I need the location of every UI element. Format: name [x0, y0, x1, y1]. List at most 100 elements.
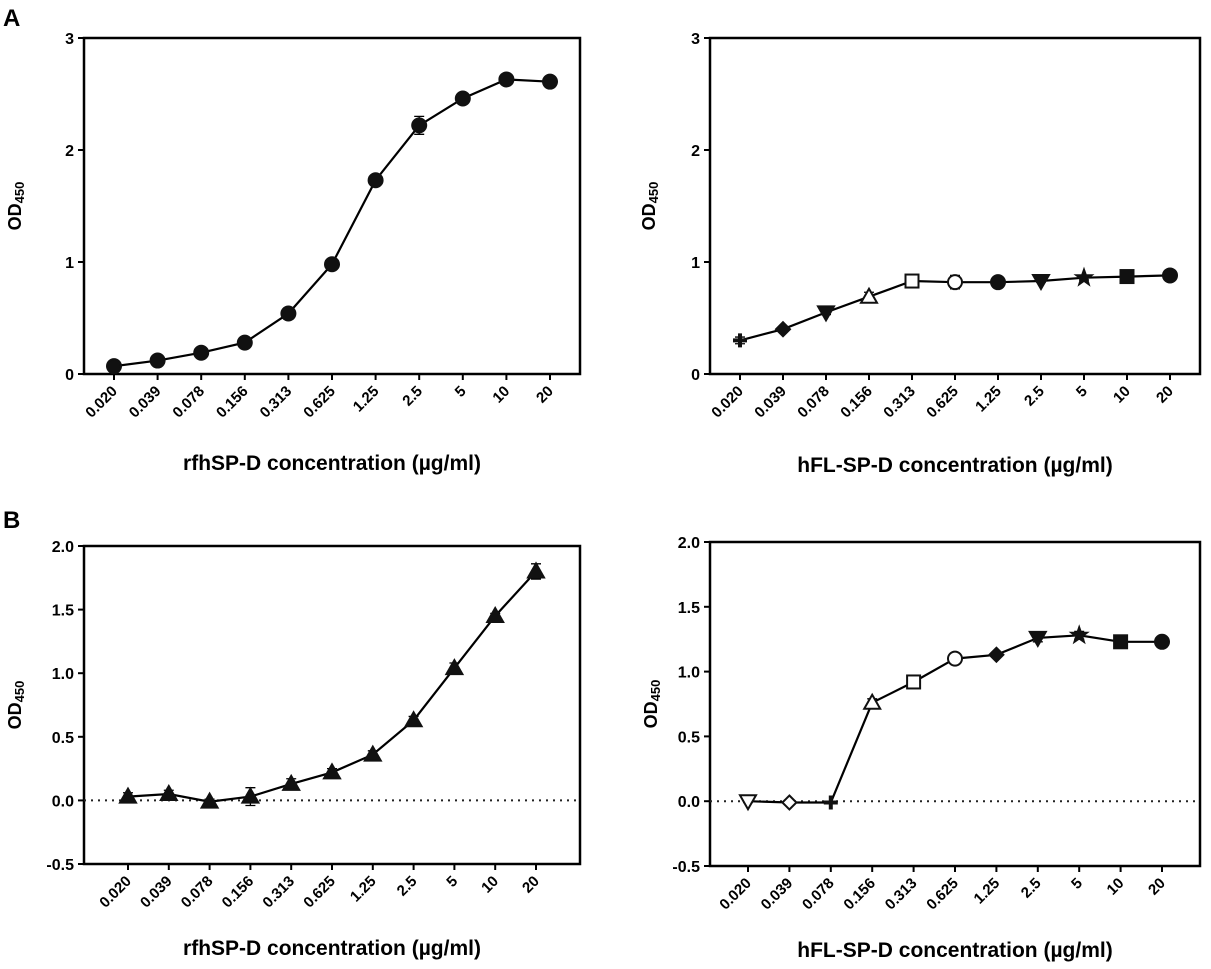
- x-tick-label: 20: [533, 383, 557, 407]
- data-point: [1113, 634, 1129, 650]
- x-tick-label: 0.313: [882, 875, 921, 914]
- y-axis-label: OD450: [5, 681, 28, 730]
- data-point: [363, 744, 383, 762]
- y-tick-label: 0.0: [678, 794, 700, 811]
- data-point: [1031, 274, 1051, 292]
- x-tick-label: 1.25: [350, 383, 383, 416]
- y-tick-label: 2.0: [52, 539, 74, 556]
- data-point: [1119, 269, 1135, 285]
- x-tick-label: 5: [452, 383, 470, 401]
- x-tick-label: 0.039: [751, 383, 790, 422]
- plot-frame: [82, 544, 582, 866]
- x-tick-label: 0.020: [96, 873, 135, 912]
- x-tick-label: 0.078: [178, 873, 217, 912]
- data-point: [281, 773, 301, 791]
- x-tick-label: 2.5: [399, 383, 426, 410]
- y-axis-label-sub: 450: [12, 182, 27, 204]
- data-point: [542, 73, 558, 90]
- data-point: [367, 172, 384, 189]
- y-tick-label: 1.0: [678, 665, 700, 682]
- y-axis-label-sub: 450: [646, 182, 661, 204]
- data-point: [498, 71, 515, 88]
- x-tick-label: 0.313: [880, 383, 919, 422]
- data-point: [823, 795, 838, 810]
- data-point: [454, 90, 471, 107]
- y-tick-label: 0: [65, 367, 74, 384]
- y-tick-label: 1: [691, 255, 700, 272]
- x-tick-label: 0.078: [169, 383, 208, 422]
- data-point: [774, 320, 792, 338]
- y-axis-label-main: OD: [5, 702, 25, 729]
- y-tick-label: 1.5: [678, 600, 700, 617]
- y-tick-label: 1.0: [52, 666, 74, 683]
- x-tick-label: 0.313: [259, 873, 298, 912]
- x-tick-label: 0.039: [137, 873, 176, 912]
- x-tick-label: 0.313: [257, 383, 296, 422]
- data-point: [862, 692, 882, 710]
- x-tick-label: 2.5: [1018, 875, 1045, 902]
- y-tick-label: -0.5: [46, 857, 74, 874]
- series-line: [113, 78, 551, 368]
- data-point: [733, 333, 747, 348]
- y-tick-label: 2.0: [678, 535, 700, 552]
- y-tick-label: 0.5: [678, 729, 700, 746]
- x-tick-label: 0.625: [923, 875, 962, 914]
- y-tick-label: 2: [691, 143, 700, 160]
- x-tick-label: 0.020: [708, 383, 747, 422]
- x-tick-label: 0.156: [213, 383, 252, 422]
- x-axis-label: rfhSP-D concentration (µg/ml): [183, 937, 481, 960]
- x-tick-label: 0.156: [219, 873, 258, 912]
- y-tick-label: 1.5: [52, 603, 74, 620]
- x-tick-label: 0.156: [837, 383, 876, 422]
- x-tick-label: 0.020: [82, 383, 121, 422]
- chart-b-hflspd: -0.50.00.51.01.52.00.020 0.039 0.078 0.156 0…: [641, 535, 1202, 962]
- data-point: [411, 117, 428, 134]
- x-tick-label: 2.5: [394, 873, 421, 900]
- y-tick-label: -0.5: [672, 859, 700, 876]
- y-axis-label: OD450: [639, 182, 662, 231]
- x-tick-label: 20: [519, 873, 543, 897]
- data-point: [106, 358, 122, 375]
- y-axis-label-sub: 450: [12, 681, 27, 703]
- data-point: [322, 762, 342, 780]
- x-tick-label: 0.039: [126, 383, 165, 422]
- y-tick-label: 0: [691, 367, 700, 384]
- data-point: [444, 658, 465, 676]
- y-tick-label: 1: [65, 255, 74, 272]
- data-point: [738, 794, 758, 812]
- data-point: [947, 650, 963, 667]
- data-point: [906, 674, 922, 690]
- x-tick-label: 0.039: [758, 875, 797, 914]
- panel-label-a: A: [3, 5, 20, 32]
- x-axis-label: rfhSP-D concentration (µg/ml): [183, 452, 481, 475]
- data-point: [280, 305, 297, 322]
- data-point: [904, 273, 920, 289]
- y-tick-label: 3: [65, 31, 74, 48]
- x-tick-label: 2.5: [1021, 383, 1048, 410]
- data-point: [526, 561, 546, 579]
- x-tick-label: 1.25: [971, 875, 1004, 908]
- data-point: [1068, 624, 1090, 645]
- data-point: [1028, 630, 1048, 648]
- x-tick-label: 10: [489, 383, 513, 407]
- data-point: [149, 352, 166, 369]
- data-point: [236, 334, 253, 351]
- x-tick-label: 0.625: [300, 873, 339, 912]
- y-axis-label: OD450: [641, 680, 664, 729]
- y-axis-label-main: OD: [5, 203, 25, 230]
- data-point: [485, 605, 505, 623]
- x-tick-label: 0.078: [794, 383, 833, 422]
- x-axis-label: hFL-SP-D concentration (µg/ml): [797, 454, 1112, 477]
- data-point: [780, 794, 798, 811]
- chart-b-rfhspd: -0.50.00.51.01.52.00.020 0.039 0.078 0.156 0…: [5, 539, 582, 960]
- data-point: [1073, 266, 1095, 287]
- y-axis-label-main: OD: [641, 701, 661, 728]
- data-point: [193, 344, 210, 361]
- plot-frame: [708, 540, 1202, 868]
- x-tick-label: 10: [1110, 383, 1134, 407]
- x-tick-label: 1.25: [347, 873, 380, 906]
- data-point: [859, 286, 879, 304]
- data-point: [324, 256, 340, 273]
- x-tick-label: 5: [443, 873, 461, 891]
- data-point: [403, 710, 424, 728]
